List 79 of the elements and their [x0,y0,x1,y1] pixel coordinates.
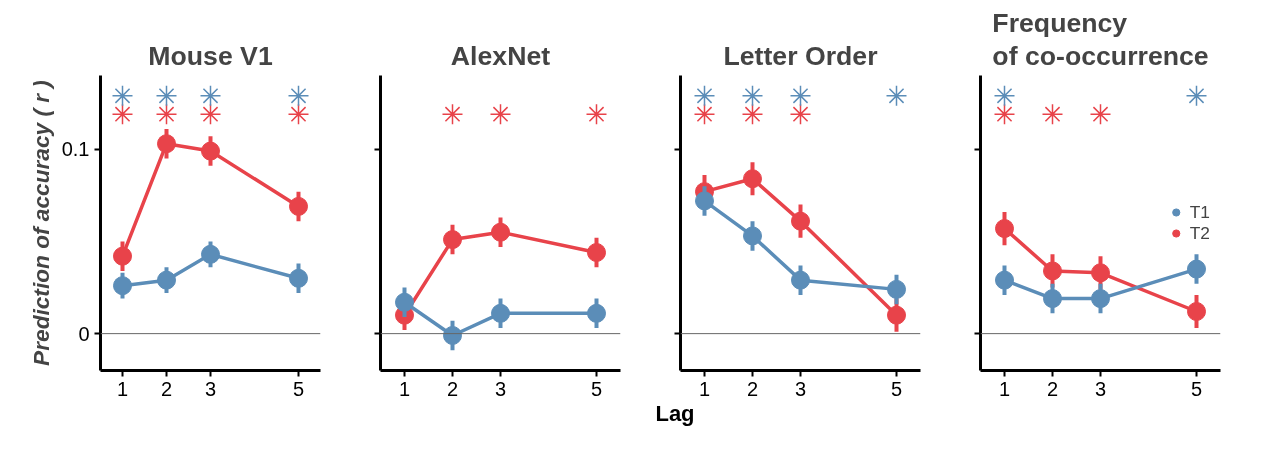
point [201,244,220,264]
point [743,169,762,189]
point [587,303,606,323]
point [1187,259,1206,279]
legend-label: T1 [1189,201,1210,223]
point [693,103,716,125]
legend-label: T2 [1189,222,1210,244]
point [789,85,812,107]
y-axis-title: Prediction of accuracy ( r ) [27,80,54,366]
point [155,85,178,107]
x-tick-label: 3 [204,377,217,400]
point [443,230,462,250]
point [199,85,222,107]
point [489,103,512,125]
point [1091,289,1110,309]
point [113,276,132,296]
point [741,85,764,107]
point [155,103,178,125]
point [289,196,308,216]
point [441,103,464,125]
point [491,222,510,242]
point [1089,103,1112,125]
point [1043,289,1062,309]
y-tick-label: 0 [78,322,90,345]
point [491,303,510,323]
x-tick-label: 2 [446,377,459,400]
x-tick-label: 1 [998,377,1011,400]
point [695,191,714,211]
point [287,103,310,125]
point [157,270,176,290]
point [587,243,606,262]
point [993,103,1016,125]
point [887,305,906,325]
point [111,85,134,107]
point [585,103,608,125]
x-tick-label: 5 [890,377,903,400]
x-tick-label: 2 [1046,377,1059,400]
x-tick-label: 1 [698,377,711,400]
point [395,292,414,312]
x-tick-label: 2 [746,377,759,400]
point [111,103,134,125]
point [1091,263,1110,283]
x-tick-label: 3 [794,377,807,400]
x-tick-label: 2 [160,377,173,400]
point [1185,85,1208,107]
point [743,226,762,246]
x-tick-label: 1 [398,377,411,400]
x-tick-label: 5 [292,377,305,400]
x-tick-label: 5 [590,377,603,400]
x-axis-title: Lag [655,400,695,428]
x-tick-label: 3 [494,377,507,400]
x-tick-label: 1 [116,377,129,400]
point [1041,103,1064,125]
point [791,270,810,290]
chart-title: Letter Order [723,40,878,71]
y-tick-label: 0.1 [61,138,90,161]
point [791,211,810,231]
point [201,141,220,161]
point [995,219,1014,239]
point [199,103,222,125]
x-tick-label: 5 [1190,377,1203,400]
point [885,85,908,107]
x-tick-label: 3 [1094,377,1107,400]
point [789,103,812,125]
point [1187,302,1206,321]
point [443,325,462,345]
chart-title: AlexNet [450,40,551,71]
point [741,103,764,125]
chart-title: Mouse V1 [148,40,273,71]
point [287,85,310,107]
point [157,134,176,154]
point [693,85,716,107]
point [113,246,132,266]
point [289,268,308,288]
point [887,279,906,299]
point [993,85,1016,107]
chart-title: Frequency of co-occurrence [992,7,1209,71]
point [995,270,1014,290]
point [1043,261,1062,281]
